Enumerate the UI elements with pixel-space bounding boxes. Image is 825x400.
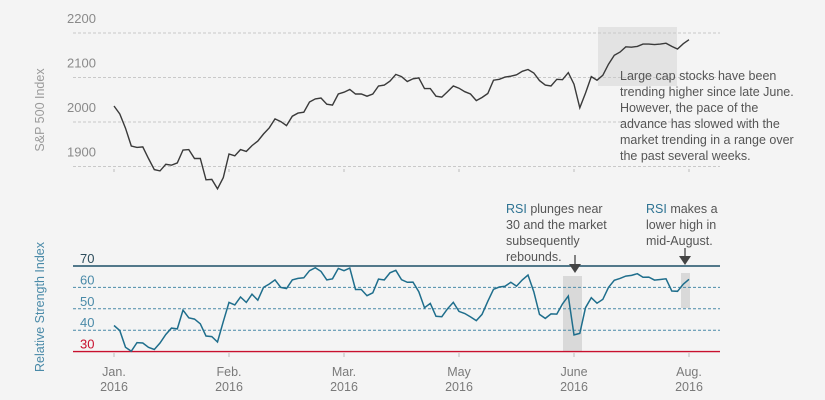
x-tick-month: Jan. [102,365,126,379]
rsi-highlight-august [681,273,690,308]
top-y-tick-label: 2100 [67,56,96,71]
annotation-line: However, the pace of the [620,101,758,115]
rsi-highlight-june [563,276,582,352]
rsi-y-tick-label: 30 [80,337,94,352]
sp500-line [113,39,690,191]
annotation-line: trending higher since late June. [620,85,794,99]
top-y-tick-label: 2200 [67,11,96,26]
annotation-line: RSI plunges near [506,202,603,216]
top-y-axis-title: S&P 500 Index [33,68,47,152]
x-tick-year: 2016 [100,380,128,394]
top-highlight-region [598,27,677,86]
x-tick-year: 2016 [330,380,358,394]
annotation-line: Large cap stocks have been [620,69,776,83]
rsi-highlight-word: RSI [506,202,527,216]
arrow-down-icon [569,255,581,273]
annotation-line: rebounds. [506,250,562,264]
annotation-text: plunges near [527,202,603,216]
annotation-line: 30 and the market [506,218,607,232]
annotation-line: lower high in [646,218,716,232]
rsi-line [113,266,690,353]
rsi-highlight-word: RSI [646,202,667,216]
x-tick-year: 2016 [445,380,473,394]
x-tick-month: Feb. [216,365,241,379]
annotation-line: subsequently [506,234,580,248]
arrow-down-icon [679,248,691,265]
annotation-line: advance has slowed with the [620,117,780,131]
x-tick-year: 2016 [215,380,243,394]
rsi-y-tick-label: 50 [80,294,94,309]
rsi-y-axis-title: Relative Strength Index [33,241,47,372]
top-y-tick-label: 2000 [67,100,96,115]
annotation-line: market trending in a range over [620,133,794,147]
rsi-y-tick-label: 60 [80,272,94,287]
annotation-line: RSI makes a [646,202,718,216]
x-tick-month: Mar. [332,365,356,379]
annotation-line: mid-August. [646,234,713,248]
annotation-text: makes a [667,202,718,216]
x-tick-year: 2016 [675,380,703,394]
rsi-y-tick-label: 40 [80,315,94,330]
annotation-line: the past several weeks. [620,149,751,163]
top-annotation: Large cap stocks have been trending highe… [620,69,794,163]
rsi-annotation: RSI plunges near 30 and the market subsequ… [506,202,607,264]
x-tick-month: Aug. [676,365,702,379]
x-tick-month: June [560,365,587,379]
x-tick-year: 2016 [560,380,588,394]
rsi-annotation: RSI makes a lower high in mid-August. [646,202,718,248]
x-tick-month: May [447,365,471,379]
rsi-y-tick-label: 70 [80,251,94,266]
top-y-tick-label: 1900 [67,145,96,160]
